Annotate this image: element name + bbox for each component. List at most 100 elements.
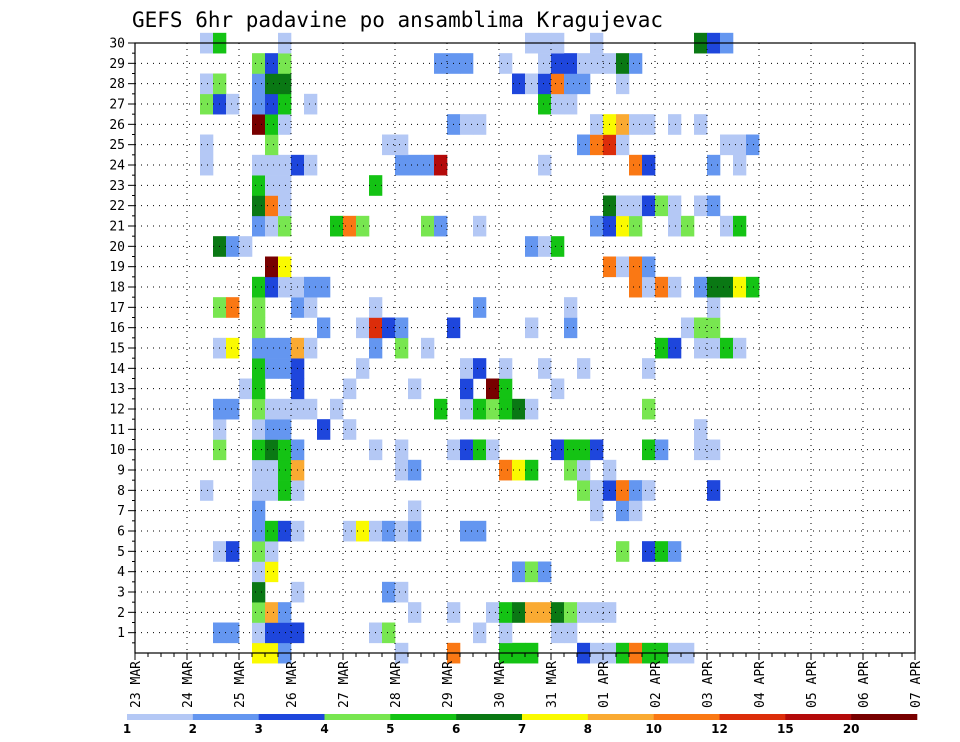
precip-cell [200,93,214,115]
precip-cell [395,459,409,481]
precip-cell [265,53,279,74]
precip-cell [668,541,682,562]
precip-cell [252,378,266,400]
precip-cell [499,459,513,481]
precip-cell [486,602,500,623]
y-tick-label: 28 [109,77,125,92]
precip-cell [265,358,279,379]
legend-label: 15 [777,722,794,736]
precip-cell [499,53,513,74]
y-tick-label: 19 [109,260,125,275]
precip-cell [200,154,214,176]
precip-cell [408,500,422,522]
precip-cell [473,114,487,135]
legend-swatch [851,714,918,720]
precip-cell [564,297,578,318]
precip-cell [382,134,396,156]
x-tick-label: 31 MAR [545,661,560,708]
precip-cell [720,337,734,359]
precip-cell [239,378,253,400]
precip-cell [564,439,578,461]
precip-cell [590,134,604,156]
chart-title: GEFS 6hr padavine po ansamblima Kragujev… [132,8,663,32]
precip-cell [408,459,422,481]
legend-swatch [324,714,391,720]
precip-cell [668,195,682,217]
precip-cell [629,480,643,501]
precip-cell [252,215,266,237]
precip-cell [655,541,669,562]
precip-cell [707,439,721,461]
precip-cell [278,256,292,278]
precip-cell [252,398,266,420]
legend-label: 4 [320,722,328,736]
precip-cell [642,439,656,461]
precip-cell [226,622,240,644]
precip-cell [317,419,331,440]
precip-cell [395,520,409,542]
precip-cell [252,53,266,74]
precip-cell [616,480,630,501]
precip-cell [395,337,409,359]
precip-cell [538,358,552,379]
precip-cell [252,276,266,298]
precip-cell [460,114,474,135]
y-tick-label: 23 [109,179,125,194]
precip-cell [655,276,669,298]
y-tick-label: 18 [109,281,125,296]
x-tick-label: 27 MAR [337,661,352,708]
precip-cell [642,480,656,501]
precip-cell [733,154,747,176]
legend-swatch [390,714,457,720]
precip-cell [551,53,565,74]
precip-cell [707,276,721,298]
color-legend: 1 2 3 4 5 6 7 8 10 12 15 20 [123,714,918,736]
precip-cell [317,276,331,298]
precip-cell [590,53,604,74]
precip-cell [252,622,266,644]
precip-cell [356,358,370,379]
precip-cell [265,520,279,542]
precip-cell [668,114,682,135]
precip-cell [382,317,396,339]
precip-cell [252,459,266,481]
precip-cell [356,317,370,339]
x-tick-label: 28 MAR [389,661,404,708]
precip-cell [733,215,747,237]
y-tick-label: 30 [109,37,125,52]
precip-cell [616,215,630,237]
precip-cell [265,256,279,278]
precip-cell [707,480,721,501]
precip-cell [278,114,292,135]
precip-cell [200,73,214,95]
precip-cell [278,419,292,440]
y-tick-label: 21 [109,220,125,235]
y-tick-label: 12 [109,403,125,418]
legend-label: 3 [254,722,262,736]
precip-cell [382,622,396,644]
precip-cell [434,154,448,176]
precip-cell [278,602,292,623]
precip-cell [577,602,591,623]
precip-cell [252,602,266,623]
precip-cell [551,622,565,644]
precip-cell [278,439,292,461]
precip-cell [629,256,643,278]
precip-cell [304,154,318,176]
precip-cell [434,398,448,420]
precip-cell [642,541,656,562]
precip-cell [707,154,721,176]
legend-swatch [785,714,852,720]
precip-cell [278,398,292,420]
precip-cell [252,358,266,379]
precip-cell [356,520,370,542]
precip-cell [564,317,578,339]
precip-cell [616,256,630,278]
precip-cell [460,53,474,74]
precip-cell [330,398,344,420]
precip-cell [278,276,292,298]
precip-cell [395,317,409,339]
y-tick-label: 13 [109,382,125,397]
legend-swatch [258,714,325,720]
precip-cell [265,622,279,644]
